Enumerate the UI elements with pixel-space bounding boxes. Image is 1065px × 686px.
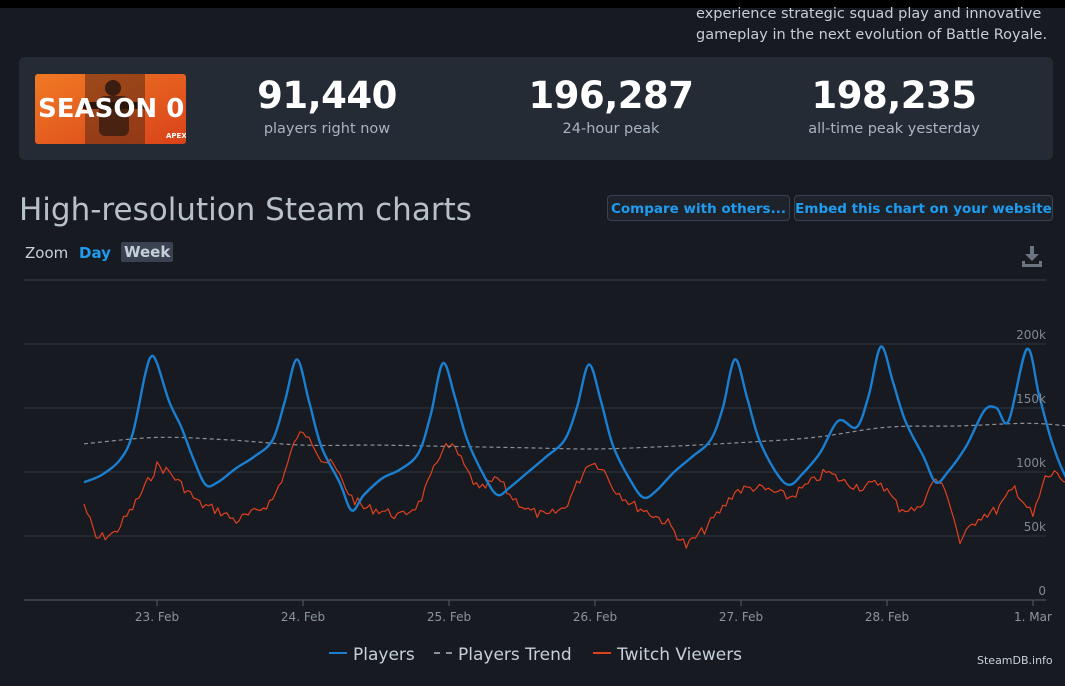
embed-chart-button[interactable]: Embed this chart on your website: [794, 195, 1053, 221]
apex-brand-text: APEX: [166, 132, 186, 140]
legend-swatch: [329, 652, 347, 654]
legend-label: Players: [353, 645, 415, 665]
x-tick-label: 26. Feb: [573, 610, 617, 624]
zoom-day-button[interactable]: Day: [79, 244, 111, 262]
zoom-label: Zoom: [25, 244, 69, 262]
legend-players[interactable]: Players: [329, 645, 415, 665]
x-tick-label: 23. Feb: [135, 610, 179, 624]
legend-swatch: [593, 652, 611, 654]
compare-button[interactable]: Compare with others...: [607, 195, 790, 221]
x-tick-label: 24. Feb: [281, 610, 325, 624]
x-tick-label: 1. Mar: [1014, 610, 1052, 624]
y-tick-label: 0: [1038, 584, 1046, 598]
stat-label: players right now: [263, 121, 391, 137]
description-line: gameplay in the next evolution of Battle…: [696, 27, 1048, 43]
stats-bar: SEASON 08 APEX 91,440 players right now …: [19, 57, 1053, 160]
stat-24h-peak: 196,287 24-hour peak: [481, 73, 741, 139]
legend-twitch-viewers[interactable]: Twitch Viewers: [593, 645, 742, 665]
chart-grid: [24, 279, 1046, 601]
legend-label: Players Trend: [458, 645, 572, 665]
chart-series: [83, 345, 1065, 549]
x-tick-label: 27. Feb: [719, 610, 763, 624]
stat-value: 198,235: [811, 74, 977, 117]
x-tick-label: 25. Feb: [427, 610, 471, 624]
legend-label: Twitch Viewers: [617, 645, 743, 665]
stat-all-time-peak: 198,235 all-time peak yesterday: [764, 73, 1024, 139]
stat-label: 24-hour peak: [562, 121, 660, 137]
download-icon[interactable]: [1021, 244, 1043, 268]
y-tick-label: 150k: [1016, 392, 1046, 406]
chart-axes: 0 50k 100k 150k 200k 23. Feb 24. Feb 25. Feb 26.…: [135, 328, 1052, 624]
stat-current-players: 91,440 players right now: [197, 73, 457, 139]
description-line: experience strategic squad play and inno…: [696, 6, 1042, 22]
game-description: experience strategic squad play and inno…: [696, 4, 1056, 46]
series-line-twitch-viewers: [83, 431, 1065, 549]
game-thumbnail[interactable]: SEASON 08 APEX: [35, 74, 186, 144]
chart-section-title: High-resolution Steam charts: [19, 192, 472, 228]
stat-value: 91,440: [257, 74, 397, 117]
players-chart[interactable]: 0 50k 100k 150k 200k 23. Feb 24. Feb 25. Feb 26.…: [0, 270, 1065, 640]
stat-value: 196,287: [528, 74, 694, 117]
zoom-week-button[interactable]: Week: [121, 242, 174, 262]
stat-label: all-time peak yesterday: [808, 121, 980, 137]
series-line-players-trend: [83, 422, 1065, 450]
y-tick-label: 200k: [1016, 328, 1046, 342]
y-tick-label: 100k: [1016, 456, 1046, 470]
legend-swatch: [434, 652, 452, 654]
game-thumbnail-image: SEASON 08 APEX: [35, 74, 186, 144]
season-text: SEASON 08: [38, 94, 186, 124]
y-tick-label: 50k: [1024, 520, 1046, 534]
x-tick-label: 28. Feb: [865, 610, 909, 624]
steamdb-credit[interactable]: SteamDB.info: [977, 654, 1053, 667]
series-line-players: [83, 345, 1065, 512]
legend-players-trend[interactable]: Players Trend: [434, 645, 572, 665]
top-bar: [0, 0, 1065, 8]
